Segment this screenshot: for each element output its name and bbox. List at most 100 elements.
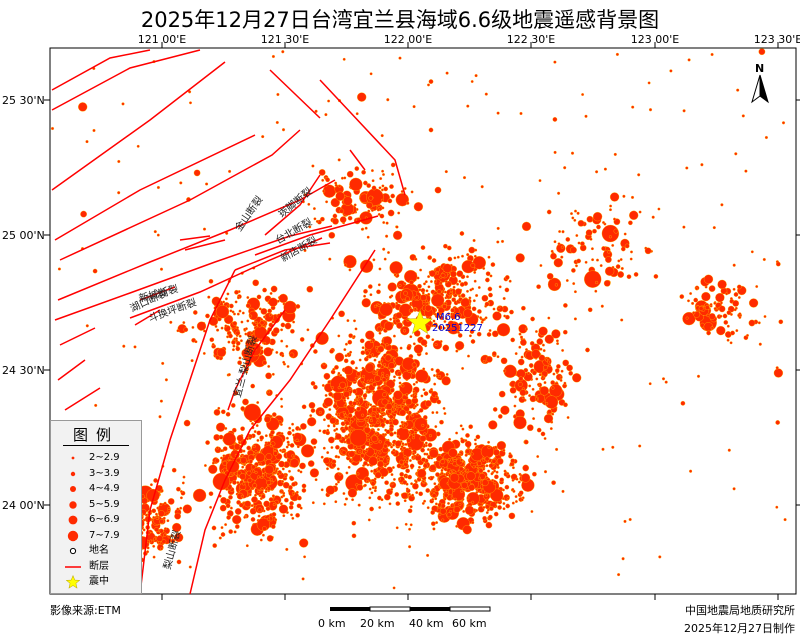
earthquake-dot <box>456 270 464 278</box>
earthquake-dot <box>424 280 428 284</box>
earthquake-dot <box>320 488 324 492</box>
earthquake-dot <box>384 480 389 486</box>
earthquake-dot <box>382 173 385 176</box>
earthquake-dot <box>330 446 334 449</box>
earthquake-dot <box>257 475 261 479</box>
earthquake-dot <box>349 429 368 447</box>
earthquake-dot <box>323 457 330 464</box>
earthquake-dot <box>235 337 238 341</box>
earthquake-dot <box>377 345 385 353</box>
earthquake-dot <box>262 360 267 366</box>
earthquake-dot <box>551 386 555 390</box>
earthquake-dot <box>617 573 621 577</box>
earthquake-dot <box>348 333 354 339</box>
earthquake-dot <box>623 232 627 236</box>
earthquake-dot <box>502 502 506 505</box>
earthquake-dot <box>271 320 275 324</box>
fault-line <box>227 309 286 411</box>
earthquake-dot <box>453 506 461 513</box>
earthquake-dot <box>157 541 161 544</box>
earthquake-dot <box>736 88 740 92</box>
earthquake-dot <box>271 512 277 517</box>
earthquake-dot <box>262 526 267 531</box>
earthquake-dot <box>376 208 380 212</box>
earthquake-dot <box>392 316 396 320</box>
earthquake-dot <box>337 158 341 162</box>
earthquake-dot <box>559 375 563 379</box>
earthquake-dot <box>556 342 560 346</box>
earthquake-dot <box>375 345 379 349</box>
earthquake-dot <box>256 438 260 442</box>
north-arrow-icon: N <box>751 62 769 104</box>
earthquake-dot <box>176 559 182 565</box>
fault-line <box>184 239 226 251</box>
earthquake-dot <box>92 268 98 274</box>
earthquake-dot <box>704 305 710 310</box>
earthquake-dot <box>773 368 784 378</box>
earthquake-dot <box>286 440 290 444</box>
earthquake-dot <box>142 528 146 532</box>
earthquake-dot <box>270 524 276 529</box>
earthquake-dot <box>330 386 334 389</box>
earthquake-dot <box>270 429 275 435</box>
earthquake-dot <box>279 448 283 452</box>
earthquake-dot <box>233 312 236 316</box>
earthquake-dot <box>521 396 525 400</box>
earthquake-dot <box>344 497 349 501</box>
earthquake-dot <box>292 433 296 437</box>
earthquake-dot <box>532 471 537 477</box>
earthquake-dot <box>521 305 526 311</box>
earthquake-dot <box>466 289 469 293</box>
earthquake-dot <box>427 275 431 279</box>
earthquake-dot <box>737 296 741 299</box>
earthquake-dot <box>571 268 576 273</box>
earthquake-dot <box>216 347 227 358</box>
earthquake-dot <box>551 412 555 416</box>
earthquake-dot <box>244 332 248 336</box>
place-circle-icon <box>69 547 77 555</box>
legend-item: 断层 <box>51 560 141 574</box>
earthquake-dot <box>309 468 320 478</box>
earthquake-dot <box>212 543 218 548</box>
earthquake-dot <box>318 429 322 433</box>
earthquake-dot <box>246 470 252 476</box>
earthquake-dot <box>411 452 416 456</box>
earthquake-dot <box>493 469 497 473</box>
earthquake-dot <box>418 491 424 497</box>
earthquake-dot <box>505 314 510 320</box>
earthquake-dot <box>518 332 522 336</box>
earthquake-dot <box>465 468 469 472</box>
earthquake-dot <box>472 256 486 270</box>
earthquake-dot <box>547 277 562 292</box>
earthquake-dot <box>263 342 267 345</box>
earthquake-dot <box>462 509 466 513</box>
earthquake-dot <box>389 317 393 321</box>
earthquake-dot <box>267 308 273 314</box>
earthquake-dot <box>403 290 408 296</box>
earthquake-dot <box>498 390 506 398</box>
earthquake-dot <box>229 506 233 510</box>
earthquake-dot <box>412 105 416 109</box>
earthquake-dot <box>401 384 405 388</box>
earthquake-dot <box>394 492 400 497</box>
earthquake-dot <box>393 405 397 409</box>
earthquake-dot <box>152 544 156 548</box>
earthquake-dot <box>328 436 335 444</box>
earthquake-dot <box>638 210 642 214</box>
earthquake-dot <box>136 144 140 148</box>
earthquake-dot <box>192 488 207 503</box>
earthquake-dot <box>363 288 368 294</box>
earthquake-dot <box>558 230 562 233</box>
earthquake-dot <box>285 547 289 551</box>
earthquake-dot <box>468 484 476 491</box>
earthquake-dot <box>470 452 474 456</box>
earthquake-dot <box>487 440 491 444</box>
earthquake-dot <box>526 424 534 432</box>
earthquake-dot <box>537 383 540 386</box>
earthquake-dot <box>344 416 348 420</box>
earthquake-dot <box>215 305 230 319</box>
earthquake-dot <box>506 497 510 501</box>
earthquake-dot <box>322 189 326 193</box>
earthquake-dot <box>325 177 330 183</box>
earthquake-dot <box>601 246 606 251</box>
